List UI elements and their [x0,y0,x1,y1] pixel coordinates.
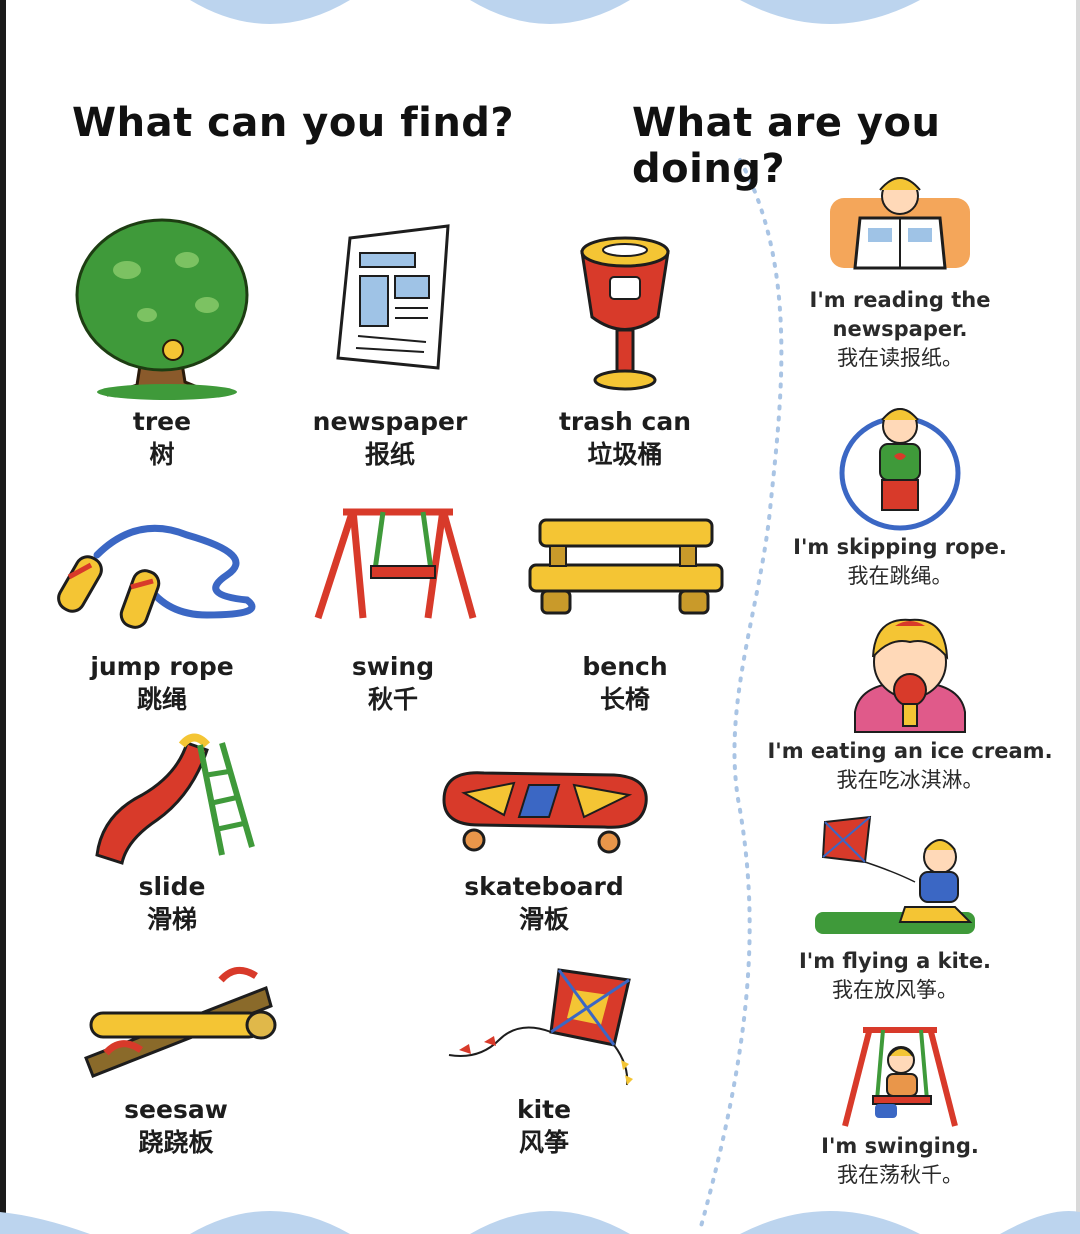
vocab-item-skateboard: skateboard 滑板 [434,755,654,936]
trash-can-icon [580,236,670,391]
vocab-item-trash-can: trash can 垃圾桶 [515,222,735,471]
item-label-zh: 报纸 [364,440,415,469]
item-label-en: skateboard [464,872,624,901]
item-label-zh: 垃圾桶 [587,440,663,469]
activity-reading: I'm reading the newspaper. 我在读报纸。 [750,168,1050,373]
vocab-item-bench: bench 长椅 [515,510,735,716]
vocab-item-swing: swing 秋千 [283,500,503,716]
activity-label-en: I'm swinging. [821,1134,979,1158]
child-reading-icon [830,177,970,270]
item-label-zh: 滑梯 [146,905,197,934]
kite-icon [448,968,633,1086]
item-label-en: jump rope [90,652,234,681]
vocab-item-tree: tree 树 [52,210,272,471]
item-label-en: tree [132,407,192,436]
activity-skipping: I'm skipping rope. 我在跳绳。 [750,398,1050,591]
activity-label-en: I'm flying a kite. [798,949,992,973]
bench-icon [528,518,724,615]
item-label-en: slide [138,872,206,901]
activity-label-zh: 我在跳绳。 [847,564,953,588]
top-wave-border [190,0,920,24]
child-kite-icon [815,815,975,934]
swing-icon [314,508,477,620]
activity-eating: I'm eating an ice cream. 我在吃冰淇淋。 [760,612,1060,795]
vocab-item-newspaper: newspaper 报纸 [280,218,500,471]
activity-label-zh: 我在荡秋千。 [837,1163,963,1187]
activity-label-en: I'm reading the [809,288,991,312]
activity-label-zh: 我在放风筝。 [832,978,958,1002]
item-label-en: seesaw [124,1095,228,1124]
newspaper-icon [336,224,450,370]
child-swinging-icon [842,1027,958,1127]
dotted-divider [698,158,784,1232]
doing-heading: What are you doing? [632,100,941,192]
vocab-item-jump-rope: jump rope 跳绳 [52,515,272,716]
item-label-zh: 秋千 [367,685,418,714]
skateboard-icon [442,771,648,854]
slide-icon [95,733,255,865]
jump-rope-icon [57,524,256,629]
activity-label-en: I'm skipping rope. [793,535,1007,559]
seesaw-icon [84,966,277,1078]
find-heading: What can you find? [72,100,515,146]
item-label-en: newspaper [312,407,468,436]
activity-label-zh: 我在读报纸。 [837,346,963,370]
item-label-en: bench [582,652,668,681]
item-label-zh: 跷跷板 [138,1128,214,1157]
activity-label-zh: 我在吃冰淇淋。 [836,768,984,792]
vocab-item-seesaw: seesaw 跷跷板 [66,958,286,1159]
activity-swinging: I'm swinging. 我在荡秋千。 [750,1022,1050,1190]
tree-icon [75,218,249,400]
item-label-zh: 风筝 [518,1128,569,1157]
item-label-en: trash can [558,407,692,436]
item-label-zh: 滑板 [518,905,569,934]
page-edge-right [1076,0,1080,1234]
vocab-item-kite: kite 风筝 [434,960,654,1159]
page-edge-left [0,0,6,1234]
activity-label-en: I'm eating an ice cream. [767,739,1053,763]
item-label-zh: 长椅 [599,685,650,714]
item-label-en: swing [351,652,435,681]
item-label-en: kite [516,1095,572,1124]
child-skipping-icon [839,408,961,531]
activity-kite: I'm flying a kite. 我在放风筝。 [745,812,1045,1005]
vocab-item-slide: slide 滑梯 [62,725,282,936]
activity-label-en-line2: newspaper. [832,317,968,341]
item-label-zh: 跳绳 [136,685,187,714]
item-label-zh: 树 [149,440,175,469]
bottom-wave-border [0,1210,1080,1234]
child-eating-icon [854,618,966,733]
